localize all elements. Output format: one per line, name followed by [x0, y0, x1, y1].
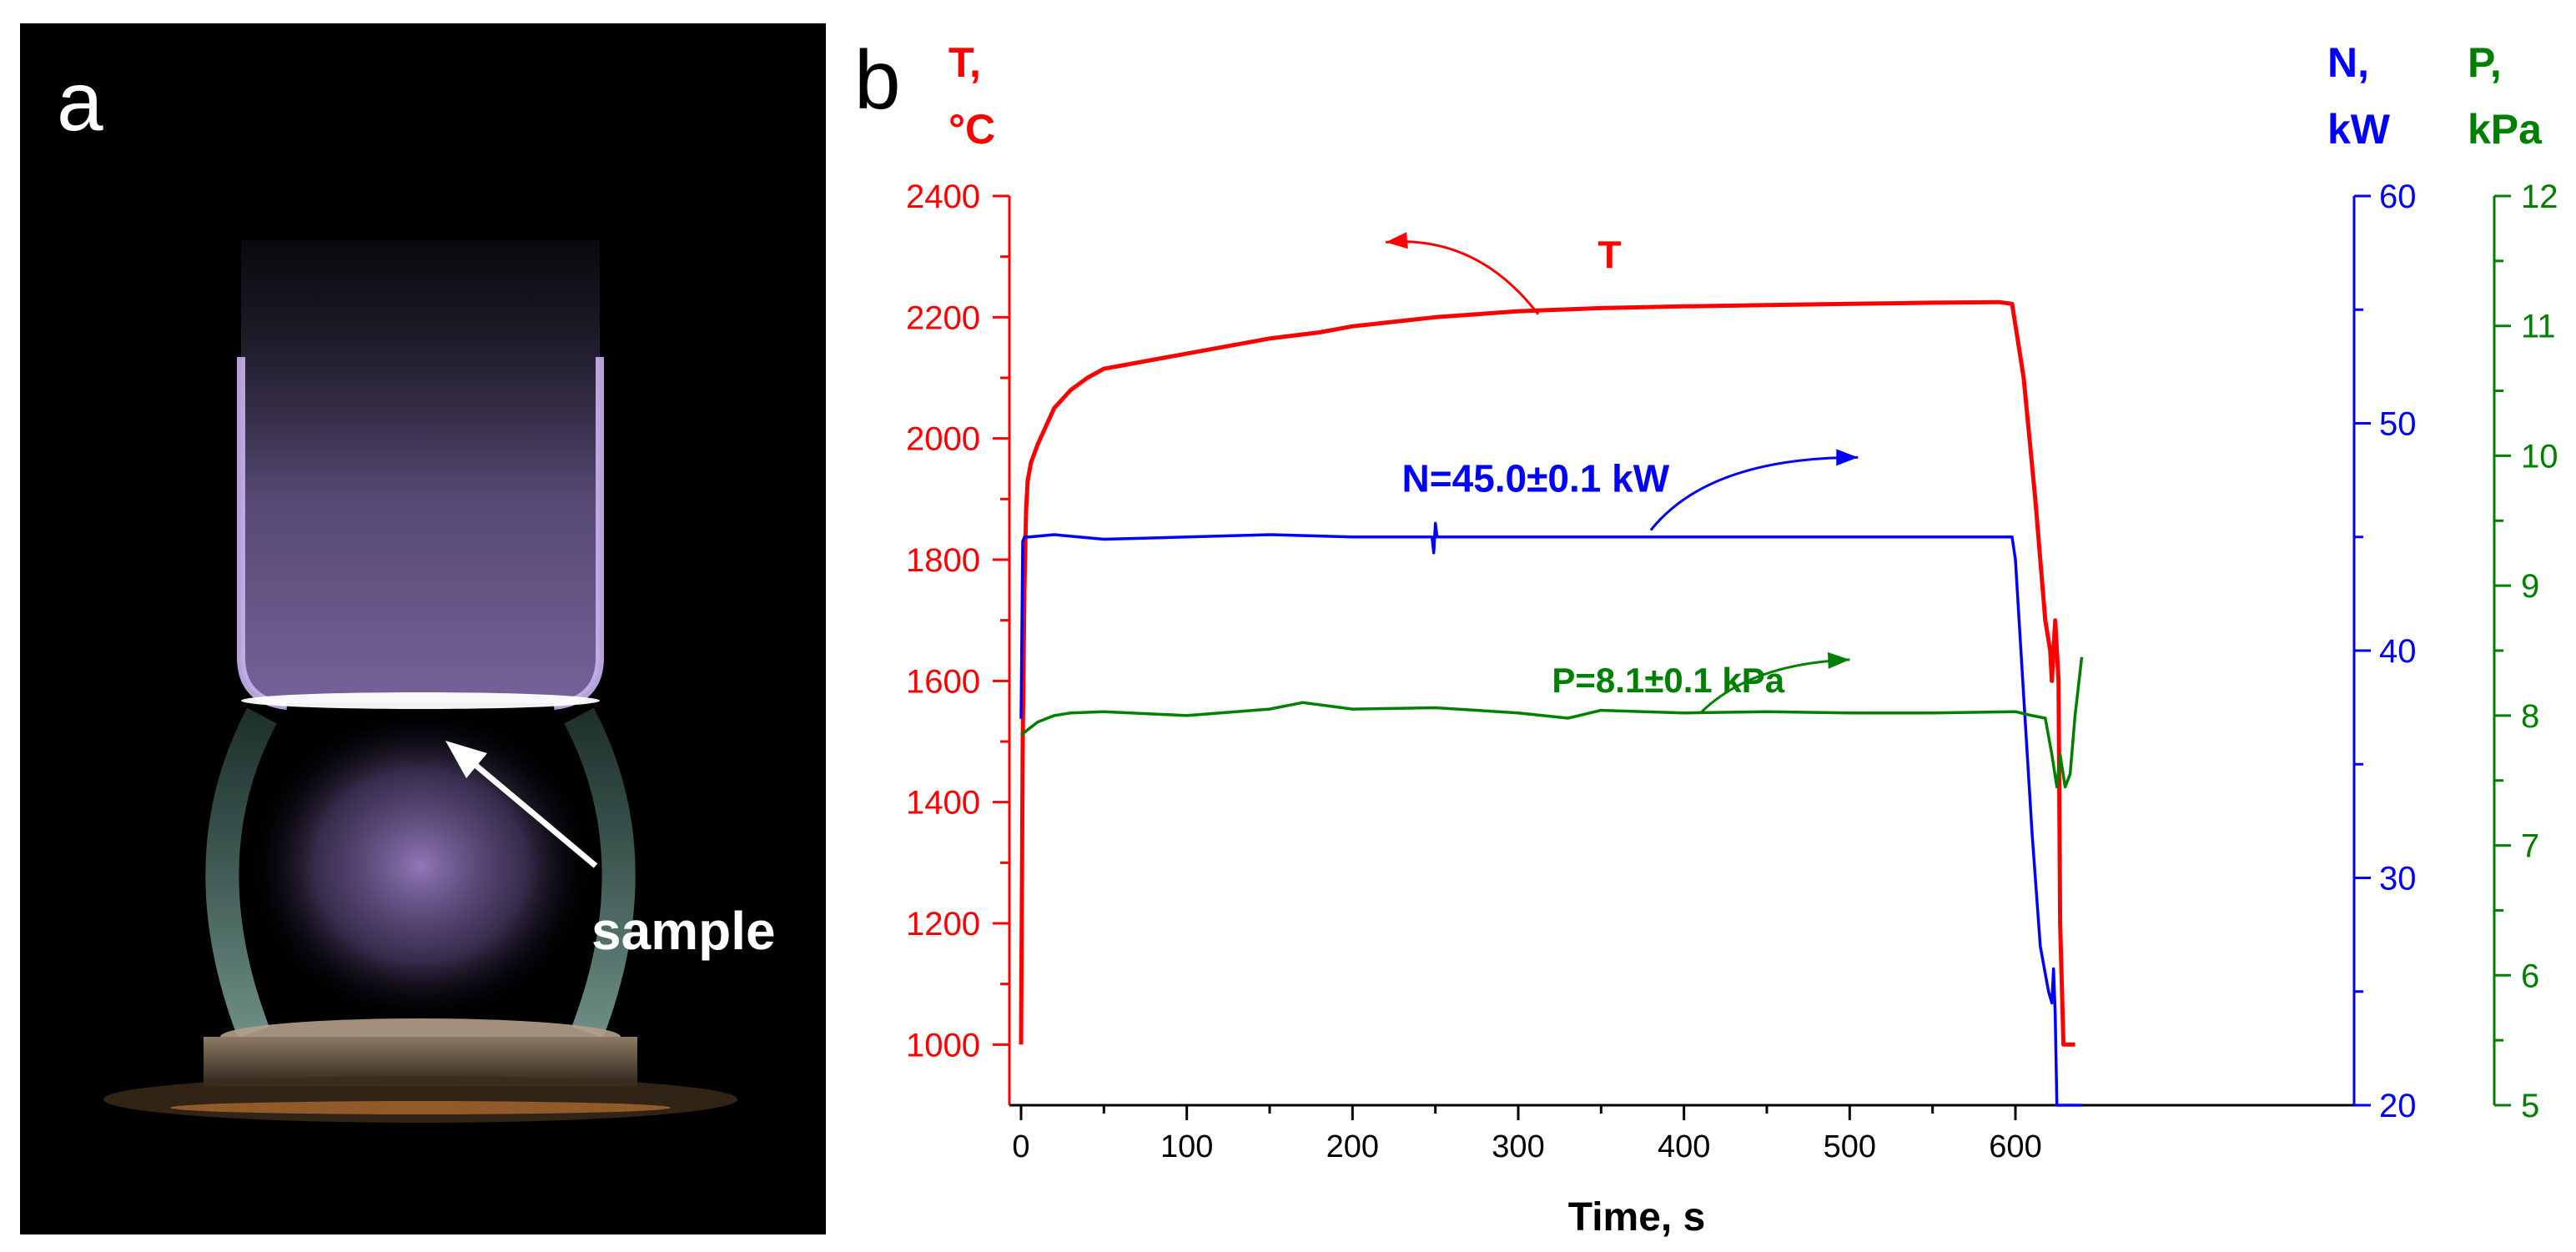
p-tick-label: 5 — [2521, 1088, 2539, 1124]
n-axis-title-line1: N, — [2327, 39, 2369, 86]
x-tick-label: 400 — [1658, 1129, 1710, 1164]
p-tick-label: 9 — [2521, 568, 2539, 605]
t-tick-label: 1600 — [906, 663, 980, 700]
x-tick-label: 600 — [1989, 1129, 2041, 1164]
p-tick-label: 8 — [2521, 698, 2539, 735]
t-annotation-arrow — [1385, 240, 1540, 315]
n-series-line — [1019, 521, 2082, 1107]
n-axis-title-line2: kW — [2327, 106, 2391, 153]
n-tick-label: 60 — [2379, 178, 2417, 215]
n-annotation-arrow — [1649, 455, 1859, 531]
n-tick-label: 30 — [2379, 861, 2417, 898]
t-axis-title-line1: T, — [948, 39, 981, 86]
x-tick-label: 300 — [1492, 1129, 1544, 1164]
sample-disk — [241, 692, 600, 709]
x-tick-label: 200 — [1326, 1129, 1379, 1164]
time-series-chart: b T, °C N, kW P, kPa 0 100 200 300 400 500 600… — [854, 33, 2558, 1239]
plasma-photo: a sample — [20, 23, 826, 1234]
p-tick-label: 7 — [2521, 828, 2539, 865]
sample-arrowhead-icon — [445, 741, 487, 778]
p-annotation-label: P=8.1±0.1 kPa — [1552, 661, 1784, 700]
panel-label-b: b — [854, 33, 901, 127]
sample-label: sample — [591, 901, 776, 961]
p-annotation-arrow — [1699, 658, 1850, 714]
x-axis-label: Time, s — [1568, 1195, 1706, 1239]
t-tick-label: 1200 — [906, 906, 980, 943]
p-series-line — [1019, 656, 2084, 789]
n-tick-label: 50 — [2379, 406, 2417, 443]
p-tick-label: 12 — [2521, 178, 2558, 215]
t-tick-label: 1000 — [906, 1027, 980, 1063]
x-tick-label: 100 — [1160, 1129, 1213, 1164]
t-axis-title-line2: °C — [948, 106, 995, 153]
p-axis-title-line1: P, — [2468, 39, 2502, 86]
t-tick-label: 1400 — [906, 785, 980, 822]
p-annotation-arrowhead-icon — [1827, 651, 1850, 669]
x-tick-label: 500 — [1824, 1129, 1876, 1164]
n-tick-label: 20 — [2379, 1088, 2417, 1124]
n-tick-label: 40 — [2379, 633, 2417, 670]
p-axis-title-line2: kPa — [2468, 106, 2543, 153]
t-annotation-label: T — [1597, 233, 1621, 276]
t-annotation-arrowhead-icon — [1386, 232, 1408, 249]
x-tick-label: 0 — [1012, 1129, 1029, 1164]
t-series-line — [1019, 299, 2075, 1047]
n-annotation-label: N=45.0±0.1 kW — [1402, 456, 1670, 500]
t-tick-label: 1800 — [906, 542, 980, 579]
sample-arrow — [464, 755, 598, 868]
panel-label-a: a — [57, 55, 103, 148]
p-tick-label: 6 — [2521, 958, 2539, 994]
p-tick-label: 10 — [2521, 438, 2558, 475]
t-tick-label: 2400 — [906, 178, 980, 215]
t-tick-label: 2000 — [906, 421, 980, 458]
p-tick-label: 11 — [2521, 309, 2556, 345]
t-tick-label: 2200 — [906, 299, 980, 336]
series-layer — [1019, 299, 2084, 1107]
axes-layer: 0 100 200 300 400 500 600 1000 1200 1400 1600 1800 2… — [906, 178, 2558, 1164]
n-annotation-arrowhead-icon — [1836, 449, 1859, 466]
annotation-layer: T N=45.0±0.1 kW P=8.1±0.1 kPa — [1385, 232, 1859, 714]
